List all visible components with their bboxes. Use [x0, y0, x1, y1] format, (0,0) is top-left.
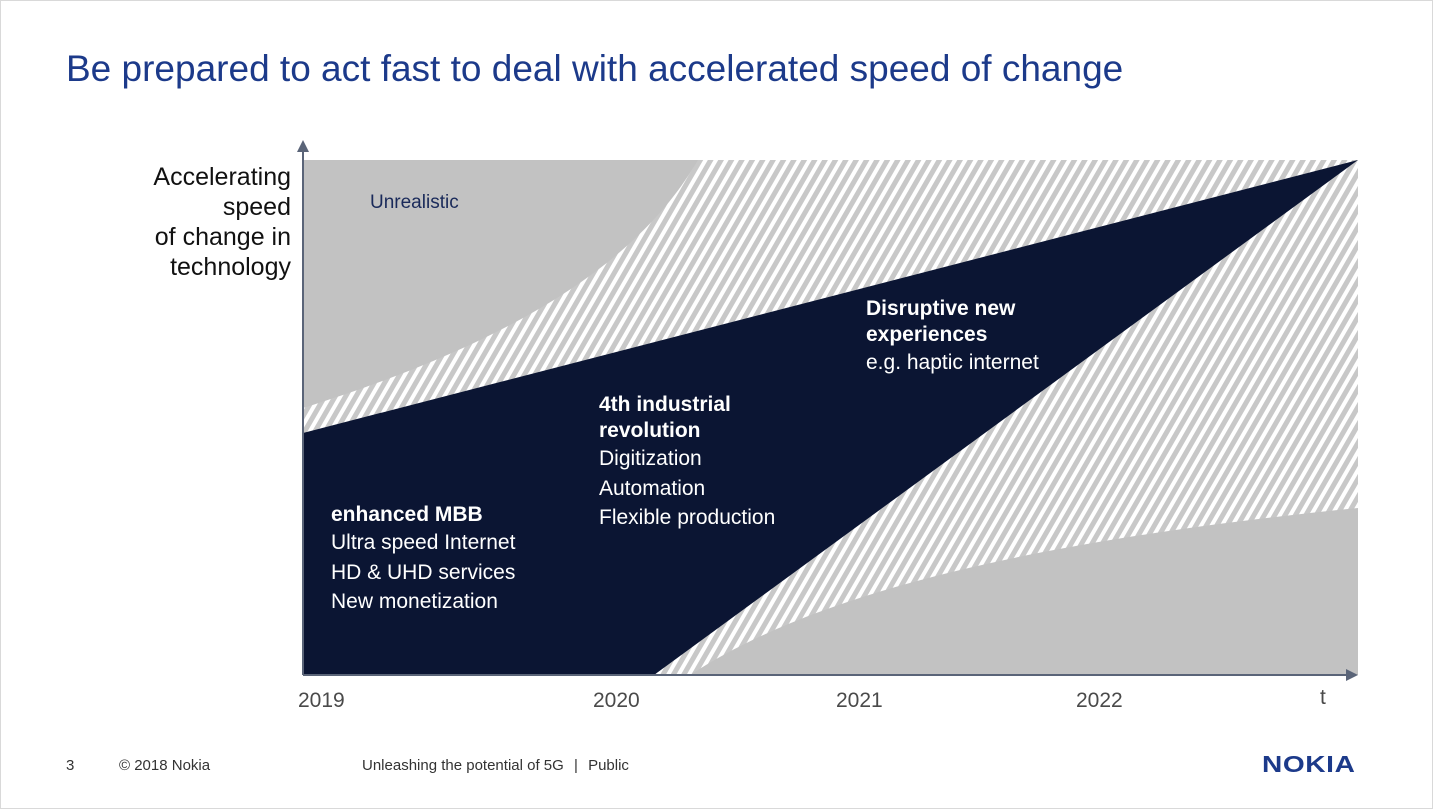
page-number: 3: [66, 757, 75, 774]
slide-title: Be prepared to act fast to deal with acc…: [66, 48, 1124, 89]
region-item: e.g. haptic internet: [866, 351, 1039, 374]
x-tick-2022: 2022: [1076, 689, 1123, 712]
region-item: Digitization: [599, 447, 702, 470]
region-item: Flexible production: [599, 506, 776, 529]
y-axis-label: Accelerating speed of change in technolo…: [153, 163, 291, 281]
classification: Public: [588, 757, 629, 774]
x-axis-end-label: t: [1320, 686, 1326, 709]
technology-wedge: [303, 160, 1358, 675]
region-enhanced-mbb: enhanced MBB Ultra speed Internet HD & U…: [331, 502, 515, 617]
region-item: HD & UHD services: [331, 560, 516, 584]
region-item: Automation: [599, 476, 706, 500]
x-tick-2021: 2021: [836, 689, 883, 712]
footer-separator: |: [573, 757, 578, 774]
document-title: Unleashing the potential of 5G: [362, 757, 564, 774]
region-heading: enhanced MBB: [331, 503, 483, 526]
region-heading: 4th industrial: [599, 393, 731, 416]
region-item: New monetization: [331, 590, 498, 613]
region-heading: experiences: [866, 323, 988, 346]
y-axis-arrow: [297, 140, 309, 152]
unrealistic-label: Unrealistic: [370, 192, 459, 213]
x-tick-2019: 2019: [298, 689, 345, 712]
region-heading: Disruptive new: [866, 297, 1016, 320]
unrealistic-area: [303, 160, 698, 408]
x-tick-2020: 2020: [593, 689, 640, 712]
document-info: Unleashing the potential of 5G | Public: [362, 757, 629, 774]
region-industrial-revolution: 4th industrial revolution Digitization A…: [599, 392, 775, 533]
nokia-logo: NOKIA: [1262, 751, 1356, 777]
region-item: Ultra speed Internet: [331, 531, 516, 554]
copyright: © 2018 Nokia: [119, 757, 211, 774]
lower-gray-area: [690, 508, 1358, 675]
region-disruptive-experiences: Disruptive new experiences e.g. haptic i…: [866, 296, 1039, 378]
region-heading: revolution: [599, 419, 701, 442]
x-axis-arrow: [1346, 669, 1358, 681]
